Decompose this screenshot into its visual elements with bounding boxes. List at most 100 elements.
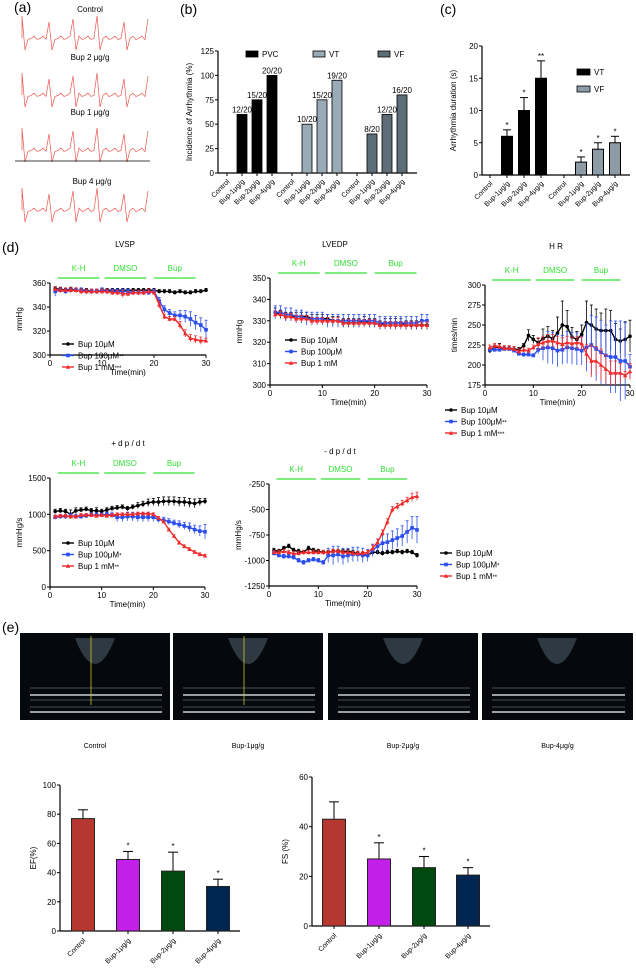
bar xyxy=(161,870,185,932)
legend-name: Bup 10μM xyxy=(301,336,338,345)
legend-significance: * xyxy=(497,564,500,570)
echo-label: Control xyxy=(84,743,107,750)
marker-circle xyxy=(177,500,181,504)
marker-circle xyxy=(89,508,94,513)
marker-triangle xyxy=(526,348,531,353)
legend-name: Bup 1 mM xyxy=(78,363,115,372)
marker-circle xyxy=(199,289,203,294)
bar xyxy=(316,99,328,174)
marker-circle xyxy=(110,506,114,511)
panel-label: (a) xyxy=(14,0,31,15)
chart-title: LVSP xyxy=(115,240,135,249)
marker-triangle xyxy=(502,346,507,350)
echo-sector xyxy=(383,638,423,664)
marker-triangle xyxy=(73,514,79,519)
y-tick-label: -1250 xyxy=(245,582,266,591)
marker-square xyxy=(66,353,70,358)
phase-label: K-H xyxy=(72,459,86,468)
marker-triangle xyxy=(125,291,131,296)
marker-triangle xyxy=(589,358,594,363)
legend-name: Bup 10μM xyxy=(456,549,493,558)
marker-square xyxy=(188,317,193,321)
marker-circle xyxy=(99,509,104,514)
x-tick-label: 10 xyxy=(97,591,106,600)
marker-triangle xyxy=(301,550,306,555)
y-tick-label: 20 xyxy=(469,42,478,51)
x-tick-label: 20 xyxy=(150,359,159,368)
marker-square xyxy=(521,352,526,357)
bar xyxy=(367,858,391,927)
x-tick-label: Bup-1μg/g xyxy=(105,937,133,965)
marker-triangle xyxy=(311,550,316,555)
legend-swatch xyxy=(312,50,326,58)
marker-circle xyxy=(66,342,70,346)
marker-square xyxy=(546,345,550,350)
legend-significance: *** xyxy=(114,366,122,372)
marker-triangle xyxy=(393,322,398,327)
phase-label: DMSO xyxy=(113,264,137,273)
bar xyxy=(206,885,230,932)
marker-triangle xyxy=(398,322,404,327)
marker-circle xyxy=(53,509,57,514)
marker-square xyxy=(550,346,555,350)
marker-square xyxy=(187,525,192,530)
marker-square xyxy=(492,348,497,352)
marker-triangle xyxy=(187,547,192,552)
marker-circle xyxy=(628,334,632,339)
x-tick-label: Bup-2μg/g xyxy=(401,932,429,960)
marker-triangle xyxy=(68,288,73,292)
marker-triangle xyxy=(151,290,157,295)
marker-square xyxy=(390,538,395,542)
marker-square xyxy=(306,558,311,563)
marker-circle xyxy=(161,499,166,504)
y-tick-label: 0 xyxy=(210,169,215,178)
series-line xyxy=(489,321,631,352)
bar xyxy=(251,99,263,174)
marker-circle xyxy=(167,289,172,294)
marker-circle xyxy=(390,550,395,555)
y-tick-label: -250 xyxy=(249,480,266,489)
marker-triangle xyxy=(291,551,296,556)
series-line xyxy=(55,289,207,331)
y-tick-label: -750 xyxy=(249,531,266,540)
marker-triangle xyxy=(448,430,454,435)
ecg-trace xyxy=(21,187,149,223)
legend-label: Bup 1 mM** xyxy=(456,572,498,581)
y-tick-label: 0 xyxy=(52,927,57,936)
legend-label: Bup 10μM xyxy=(78,539,115,548)
bar-data-label: 20/20 xyxy=(262,66,283,75)
marker-circle xyxy=(120,505,125,509)
marker-triangle xyxy=(540,340,546,345)
marker-triangle xyxy=(161,519,166,524)
marker-triangle xyxy=(579,341,584,346)
marker-square xyxy=(277,553,281,558)
y-tick-label: 125 xyxy=(201,47,215,56)
legend-significance: * xyxy=(119,554,122,560)
marker-triangle xyxy=(316,550,321,555)
legend-swatch xyxy=(245,50,259,58)
legend-swatch xyxy=(576,85,591,93)
marker-triangle xyxy=(89,289,94,294)
legend-label: Bup 1 mM*** xyxy=(461,429,505,438)
marker-square xyxy=(497,348,502,352)
marker-triangle xyxy=(365,550,370,555)
legend-label: Bup 100μM xyxy=(301,348,342,357)
marker-circle xyxy=(79,508,83,512)
marker-triangle xyxy=(120,512,125,517)
marker-square xyxy=(618,359,623,363)
marker-square xyxy=(173,313,177,318)
marker-square xyxy=(125,514,130,519)
marker-triangle xyxy=(283,314,288,319)
marker-square xyxy=(400,534,404,538)
marker-square xyxy=(336,552,340,557)
bar xyxy=(501,135,513,176)
ecg-trace xyxy=(21,127,149,163)
marker-triangle xyxy=(271,550,277,555)
marker-circle xyxy=(306,546,311,551)
marker-triangle xyxy=(145,511,151,516)
marker-circle xyxy=(521,344,526,348)
y-tick-label: 300 xyxy=(468,281,482,290)
marker-circle xyxy=(286,544,291,549)
x-tick-label: 20 xyxy=(149,591,158,600)
bar xyxy=(518,110,530,176)
